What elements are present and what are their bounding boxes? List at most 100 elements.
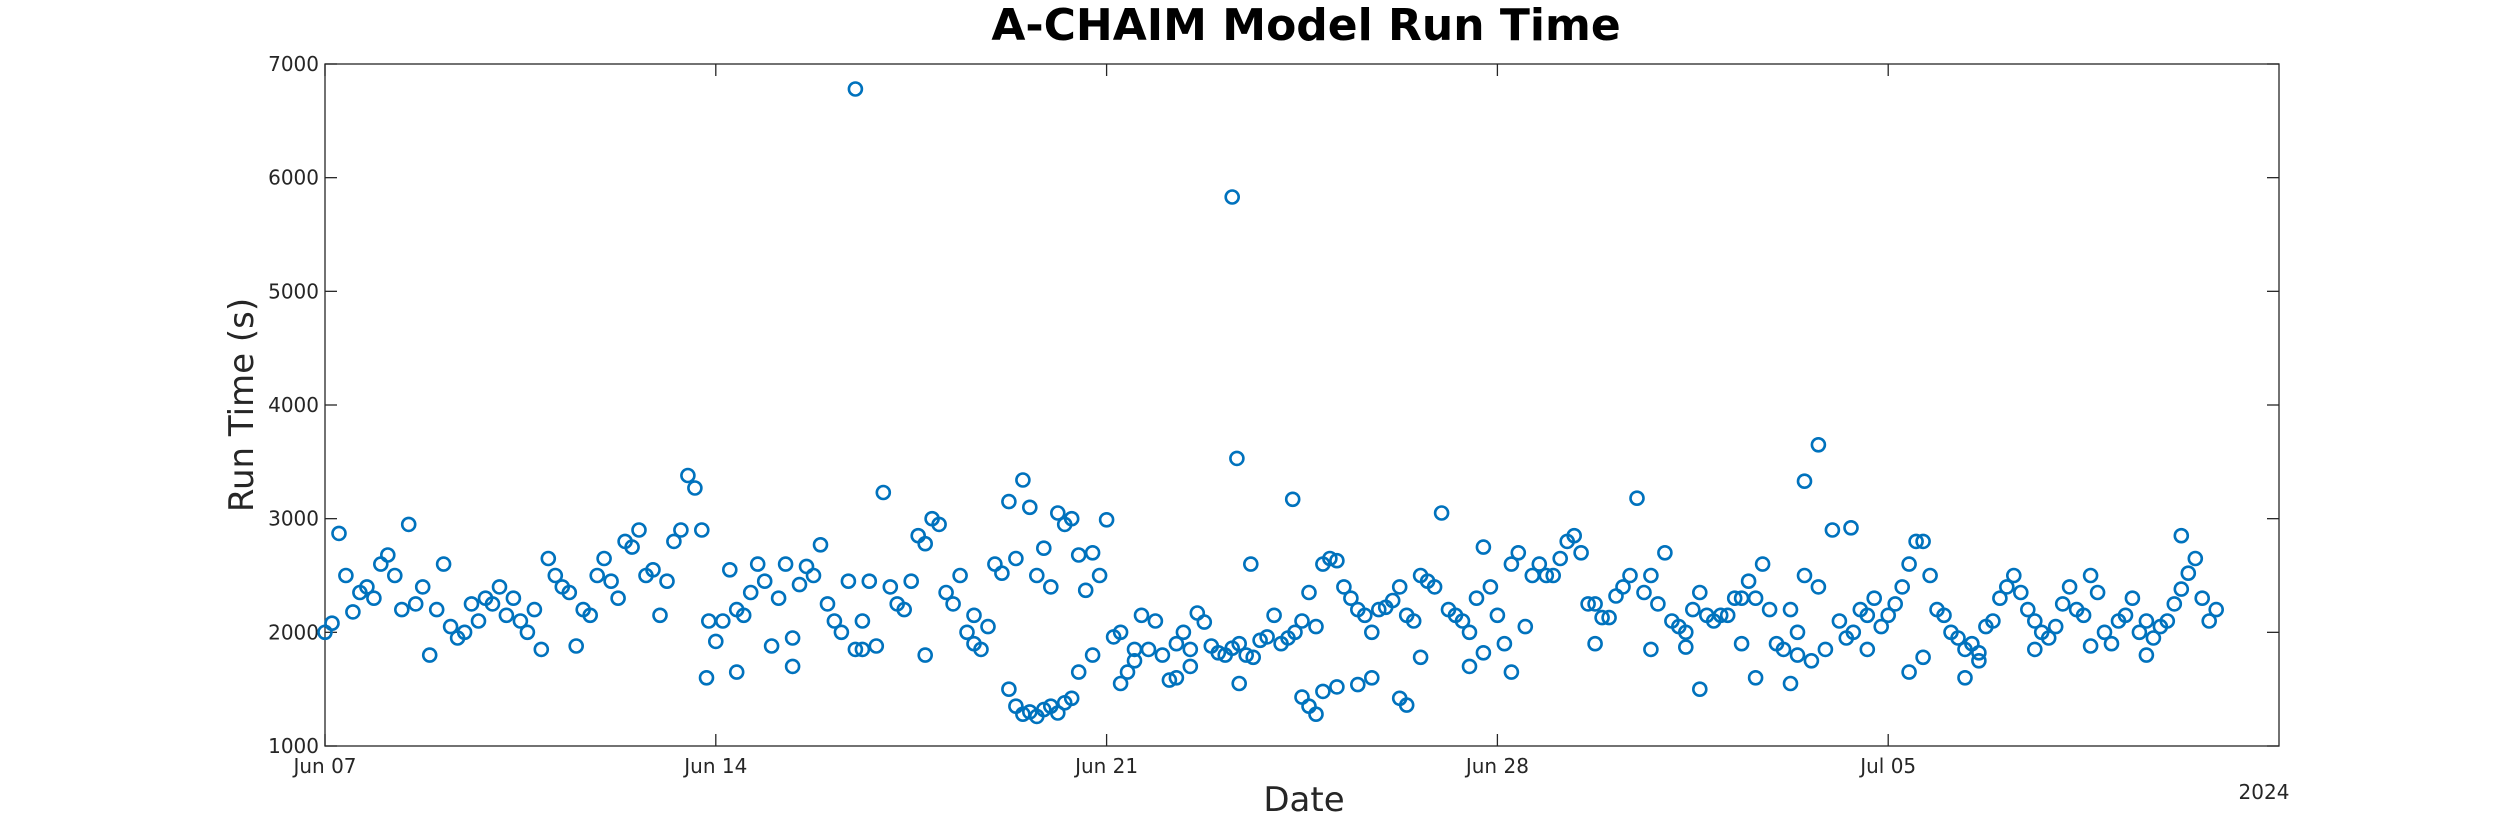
data-point — [1308, 706, 1324, 723]
data-point — [1503, 556, 1520, 572]
data-point — [379, 547, 396, 563]
data-point — [1315, 683, 1331, 700]
data-point — [1084, 647, 1101, 663]
data-point — [1775, 641, 1792, 658]
data-point — [1740, 573, 1757, 590]
data-point — [994, 565, 1010, 582]
x-axis-label: Date — [1263, 780, 1344, 820]
data-point — [1538, 567, 1555, 584]
data-point — [742, 584, 759, 601]
data-point — [1454, 613, 1471, 629]
data-point — [847, 81, 864, 97]
data-point — [1301, 584, 1317, 601]
data-point — [1175, 624, 1192, 641]
data-point — [2020, 601, 2036, 618]
data-point — [1643, 567, 1659, 584]
data-point — [2201, 613, 2217, 629]
data-point — [1022, 499, 1038, 516]
data-point — [945, 596, 961, 612]
data-point — [749, 556, 766, 572]
y-tick-label: 6000 — [268, 166, 319, 190]
data-point — [1657, 544, 1673, 561]
data-point — [1789, 624, 1806, 641]
data-point — [1243, 556, 1259, 572]
data-point — [896, 601, 913, 618]
data-point — [1001, 681, 1017, 698]
data-point — [777, 556, 794, 572]
data-point — [1782, 675, 1799, 692]
data-point — [470, 613, 487, 629]
data-point — [428, 601, 445, 618]
data-point — [1336, 579, 1352, 595]
data-point — [596, 550, 612, 567]
data-point — [1747, 590, 1764, 607]
data-point — [2180, 565, 2197, 582]
data-point — [2047, 618, 2064, 635]
data-point — [966, 635, 982, 652]
data-point — [714, 613, 731, 629]
data-point — [1287, 624, 1303, 641]
data-point — [1210, 644, 1227, 661]
data-point — [1364, 669, 1380, 686]
data-point — [1894, 579, 1910, 595]
data-point — [805, 567, 822, 584]
data-point — [1957, 669, 1973, 686]
data-point — [1880, 607, 1896, 624]
data-point — [938, 584, 954, 601]
data-point — [1678, 624, 1694, 641]
data-point — [421, 647, 438, 663]
data-point — [1685, 601, 1701, 618]
data-points — [317, 81, 2224, 725]
data-point — [784, 658, 801, 675]
data-point — [917, 535, 934, 552]
data-point — [1070, 664, 1087, 680]
data-point — [1001, 493, 1017, 510]
data-point — [1719, 607, 1736, 624]
data-point — [2208, 601, 2224, 618]
data-point — [1915, 533, 1931, 550]
x-tick-label: Jun 28 — [1464, 754, 1529, 778]
data-point — [1168, 635, 1185, 652]
data-point — [1859, 641, 1876, 658]
data-point — [882, 579, 899, 595]
x-tick-label: Jun 07 — [291, 754, 356, 778]
data-point — [1343, 590, 1359, 607]
data-point — [1692, 584, 1708, 601]
data-point — [1789, 647, 1806, 663]
data-point — [1043, 579, 1059, 595]
data-point — [1482, 579, 1499, 595]
data-point — [1412, 649, 1429, 666]
data-point — [442, 618, 459, 635]
data-point — [1196, 614, 1213, 630]
data-point — [1036, 540, 1052, 557]
y-tick-label: 4000 — [268, 393, 319, 417]
data-point — [707, 633, 724, 650]
data-point — [2138, 647, 2155, 663]
data-point — [2173, 581, 2190, 597]
data-point — [589, 567, 606, 584]
data-point — [456, 624, 473, 641]
data-point — [1015, 472, 1031, 488]
data-point — [512, 613, 529, 629]
data-point — [1782, 601, 1799, 618]
data-point — [1119, 664, 1136, 680]
plot-area-frame — [324, 63, 2280, 747]
data-point — [2013, 584, 2029, 601]
data-point — [847, 641, 864, 658]
data-point — [1371, 601, 1387, 618]
data-point — [1050, 505, 1066, 521]
data-point — [2027, 613, 2043, 629]
data-point — [610, 590, 626, 607]
data-point — [1433, 505, 1450, 521]
data-point — [1531, 556, 1548, 572]
data-point — [603, 573, 619, 590]
data-point — [1140, 641, 1157, 658]
data-point — [1901, 556, 1917, 572]
y-tick-label: 1000 — [268, 734, 319, 758]
data-point — [2096, 624, 2113, 641]
data-point — [540, 550, 557, 567]
y-tick-label: 5000 — [268, 279, 319, 303]
data-point — [1008, 550, 1024, 567]
data-point — [770, 590, 787, 607]
data-point — [1245, 649, 1261, 666]
